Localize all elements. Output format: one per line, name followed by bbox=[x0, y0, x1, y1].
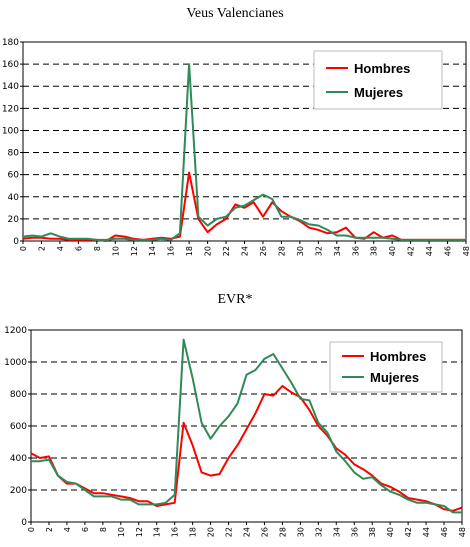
x-tick-label: 20 bbox=[207, 527, 216, 537]
x-tick-label: 0 bbox=[27, 527, 36, 532]
x-tick-label: 2 bbox=[45, 527, 54, 532]
x-tick-label: 18 bbox=[185, 246, 194, 256]
y-tick-label: 0 bbox=[13, 237, 19, 247]
x-tick-label: 20 bbox=[204, 246, 213, 256]
y-tick-label: 180 bbox=[2, 38, 19, 48]
chart-1-title: Veus Valencianes bbox=[186, 6, 284, 21]
x-tick-label: 44 bbox=[425, 246, 434, 256]
x-tick-label: 46 bbox=[440, 527, 449, 537]
x-tick-label: 24 bbox=[243, 527, 252, 537]
series-line-mujeres bbox=[22, 63, 466, 241]
y-tick-label: 120 bbox=[2, 104, 19, 114]
x-tick-label: 0 bbox=[19, 246, 28, 251]
x-tick-label: 26 bbox=[260, 527, 269, 537]
y-tick-label: 60 bbox=[8, 171, 20, 181]
x-tick-label: 22 bbox=[225, 527, 234, 537]
x-tick-label: 8 bbox=[99, 527, 108, 532]
y-tick-label: 200 bbox=[10, 486, 27, 496]
x-tick-label: 8 bbox=[93, 246, 102, 251]
x-tick-label: 36 bbox=[351, 246, 360, 256]
legend-label-mujeres: Mujeres bbox=[370, 370, 419, 385]
legend-label-hombres: Hombres bbox=[354, 61, 410, 76]
legend bbox=[313, 50, 443, 110]
x-tick-label: 42 bbox=[404, 527, 413, 537]
x-tick-label: 32 bbox=[314, 246, 323, 256]
legend-label-hombres: Hombres bbox=[370, 349, 426, 364]
x-tick-label: 40 bbox=[386, 527, 395, 537]
x-tick-label: 38 bbox=[368, 527, 377, 537]
x-tick-label: 22 bbox=[222, 246, 231, 256]
x-tick-label: 12 bbox=[135, 527, 144, 537]
y-tick-label: 600 bbox=[10, 422, 27, 432]
x-tick-label: 38 bbox=[370, 246, 379, 256]
y-tick-label: 160 bbox=[2, 60, 19, 70]
x-tick-label: 2 bbox=[37, 246, 46, 251]
x-tick-label: 4 bbox=[63, 527, 72, 532]
legend bbox=[329, 341, 443, 393]
x-tick-label: 44 bbox=[422, 527, 431, 537]
y-tick-label: 140 bbox=[2, 82, 19, 92]
x-tick-label: 48 bbox=[462, 246, 470, 256]
y-tick-label: 0 bbox=[21, 518, 27, 528]
x-tick-label: 10 bbox=[111, 246, 120, 256]
x-tick-label: 16 bbox=[167, 246, 176, 256]
x-tick-label: 32 bbox=[314, 527, 323, 537]
y-tick-label: 800 bbox=[10, 390, 27, 400]
x-tick-label: 12 bbox=[130, 246, 139, 256]
x-tick-label: 26 bbox=[259, 246, 268, 256]
x-tick-label: 6 bbox=[74, 246, 83, 251]
x-tick-label: 34 bbox=[332, 527, 341, 537]
y-tick-label: 100 bbox=[2, 126, 19, 136]
x-tick-label: 16 bbox=[171, 527, 180, 537]
x-tick-label: 28 bbox=[277, 246, 286, 256]
series-line-mujeres bbox=[31, 338, 462, 514]
y-tick-label: 40 bbox=[8, 193, 20, 203]
x-tick-label: 18 bbox=[189, 527, 198, 537]
x-tick-label: 4 bbox=[56, 246, 65, 251]
y-tick-label: 20 bbox=[8, 215, 20, 225]
x-tick-label: 40 bbox=[388, 246, 397, 256]
x-tick-label: 14 bbox=[148, 246, 157, 256]
chart-2-title: EVR* bbox=[217, 292, 253, 307]
x-tick-label: 6 bbox=[81, 527, 90, 532]
y-tick-label: 400 bbox=[10, 454, 27, 464]
legend-label-mujeres: Mujeres bbox=[354, 85, 403, 100]
y-tick-label: 1000 bbox=[4, 358, 27, 368]
x-tick-label: 34 bbox=[333, 246, 342, 256]
x-tick-label: 42 bbox=[407, 246, 416, 256]
x-tick-label: 30 bbox=[296, 527, 305, 537]
x-tick-label: 30 bbox=[296, 246, 305, 256]
x-tick-label: 14 bbox=[153, 527, 162, 537]
x-tick-label: 10 bbox=[117, 527, 126, 537]
y-tick-label: 80 bbox=[8, 149, 20, 159]
x-tick-label: 24 bbox=[241, 246, 250, 256]
y-tick-label: 1200 bbox=[4, 326, 27, 336]
x-tick-label: 28 bbox=[278, 527, 287, 537]
series-line-hombres bbox=[30, 385, 463, 512]
x-tick-label: 36 bbox=[350, 527, 359, 537]
x-tick-label: 48 bbox=[458, 527, 467, 537]
x-tick-label: 46 bbox=[444, 246, 453, 256]
